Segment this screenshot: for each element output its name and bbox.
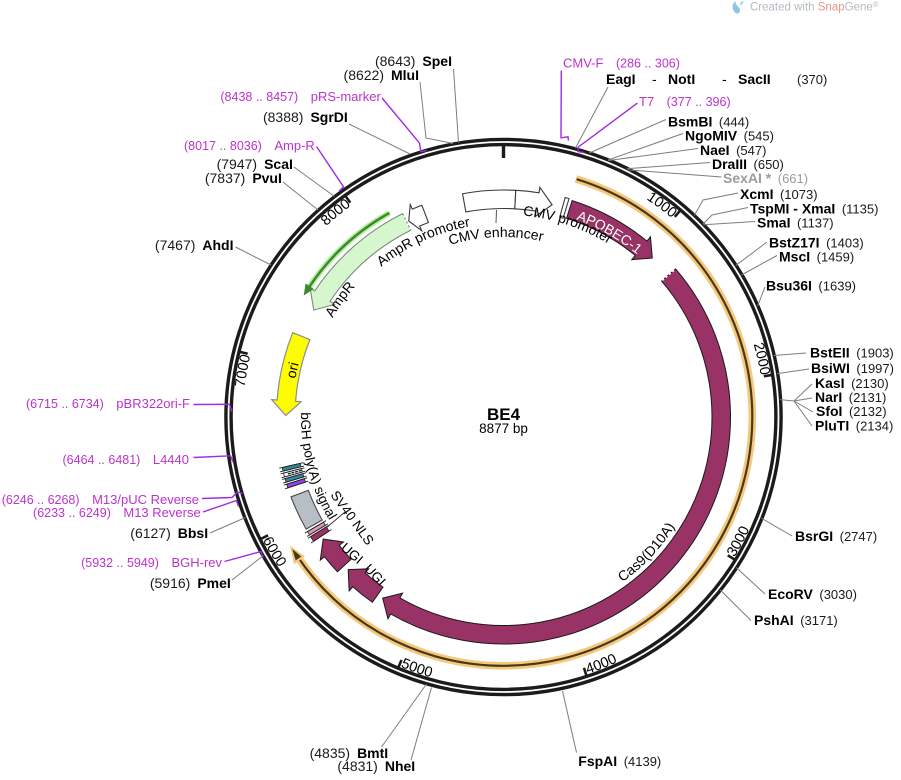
svg-text:FspAI (4139): FspAI (4139) xyxy=(578,753,661,769)
svg-text:(4835) BmtI: (4835) BmtI xyxy=(310,745,389,761)
svg-text:CMV-F (286 .. 306): CMV-F (286 .. 306) xyxy=(563,56,680,71)
svg-text:BstEII (1903): BstEII (1903) xyxy=(810,345,894,361)
svg-text:(6127) BbsI: (6127) BbsI xyxy=(130,525,208,541)
svg-text:(7467) AhdI: (7467) AhdI xyxy=(155,237,234,253)
svg-text:(6246 .. 6268) M13/pUC Revers: (6246 .. 6268) M13/pUC Reverse xyxy=(2,492,199,507)
svg-text:2000: 2000 xyxy=(750,341,773,376)
svg-text:(8017 .. 8036) Amp-R: (8017 .. 8036) Amp-R xyxy=(184,138,315,153)
svg-text:EcoRV (3030): EcoRV (3030) xyxy=(768,586,857,602)
svg-text:(8438 .. 8457) pRS-marker: (8438 .. 8457) pRS-marker xyxy=(220,89,381,104)
svg-text:(5916) PmeI: (5916) PmeI xyxy=(150,575,231,591)
svg-text:BstZ17I (1403): BstZ17I (1403) xyxy=(769,235,864,251)
svg-text:T7 (377 .. 396): T7 (377 .. 396) xyxy=(639,94,731,109)
svg-text:SexAI * (661): SexAI * (661) xyxy=(723,170,808,186)
svg-text:XcmI (1073): XcmI (1073) xyxy=(740,186,818,202)
svg-text:(6715 .. 6734) pBR322ori-F: (6715 .. 6734) pBR322ori-F xyxy=(26,396,190,411)
svg-text:BE4: BE4 xyxy=(487,405,521,424)
svg-text:PluTI (2134): PluTI (2134) xyxy=(815,418,893,434)
svg-text:SmaI (1137): SmaI (1137) xyxy=(757,215,834,231)
svg-text:(7837) PvuI: (7837) PvuI xyxy=(205,170,282,186)
svg-text:(6233 .. 6249) M13 Reverse: (6233 .. 6249) M13 Reverse xyxy=(33,505,201,520)
svg-text:BsrGI (2747): BsrGI (2747) xyxy=(795,528,877,544)
svg-text:MscI (1459): MscI (1459) xyxy=(779,249,854,265)
svg-text:DraIII (650): DraIII (650) xyxy=(712,156,784,172)
svg-text:KasI (2130): KasI (2130) xyxy=(815,375,889,391)
svg-text:8877 bp: 8877 bp xyxy=(479,421,528,436)
svg-text:(4831) NheI: (4831) NheI xyxy=(337,758,415,774)
svg-text:NaeI (547): NaeI (547) xyxy=(700,142,766,158)
svg-text:BsmBI (444): BsmBI (444) xyxy=(668,114,749,130)
svg-text:7000: 7000 xyxy=(233,353,254,388)
svg-text:(8622) MluI: (8622) MluI xyxy=(344,67,419,83)
svg-text:TspMI - XmaI (1135): TspMI - XmaI (1135) xyxy=(750,201,878,217)
svg-text:BsiWI (1997): BsiWI (1997) xyxy=(811,360,894,376)
svg-text:(6464 .. 6481) L4440: (6464 .. 6481) L4440 xyxy=(63,452,190,467)
svg-text:ori: ori xyxy=(283,360,302,379)
svg-text:PshAI (3171): PshAI (3171) xyxy=(754,612,838,628)
svg-text:(8643) SpeI: (8643) SpeI xyxy=(375,53,452,69)
svg-text:NgoMIV (545): NgoMIV (545) xyxy=(685,128,774,144)
svg-text:Created with SnapGene®: Created with SnapGene® xyxy=(750,0,879,14)
svg-text:NarI (2131): NarI (2131) xyxy=(815,389,886,405)
svg-text:SfoI (2132): SfoI (2132) xyxy=(816,403,887,419)
svg-text:(7947) ScaI: (7947) ScaI xyxy=(217,156,293,172)
svg-text:(8388) SgrDI: (8388) SgrDI xyxy=(263,109,348,125)
svg-text:(5932 .. 5949) BGH-rev: (5932 .. 5949) BGH-rev xyxy=(81,555,222,570)
svg-text:Bsu36I (1639): Bsu36I (1639) xyxy=(766,278,856,294)
